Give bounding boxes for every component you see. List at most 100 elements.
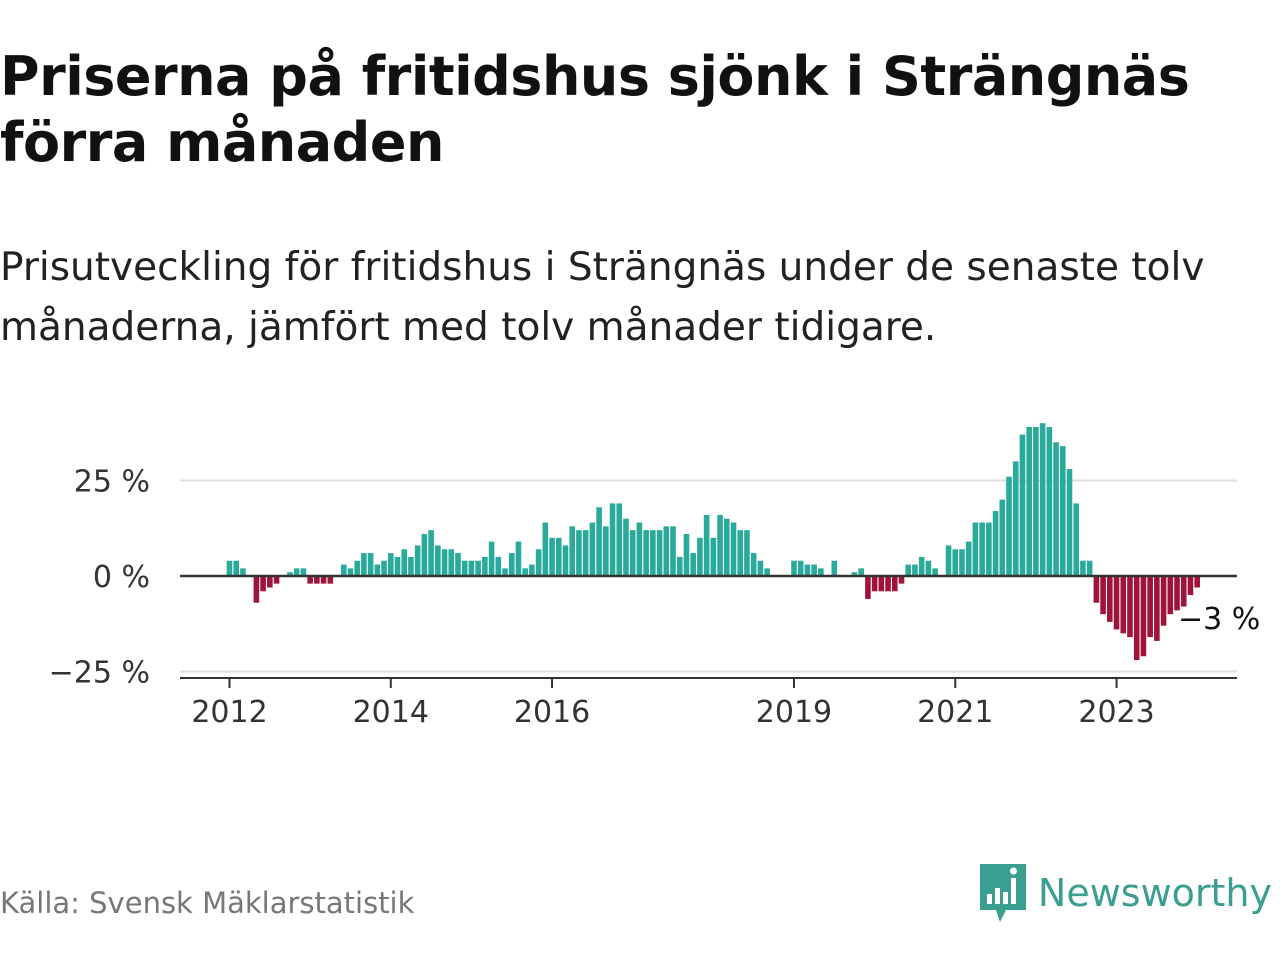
bar — [374, 564, 381, 576]
bar — [945, 545, 952, 576]
x-tick-label: 2012 — [191, 695, 267, 730]
bar — [878, 576, 885, 592]
bar — [529, 564, 535, 576]
bar — [1147, 576, 1153, 638]
bar — [569, 526, 576, 576]
bar — [340, 564, 347, 576]
bar — [851, 572, 858, 576]
bar — [656, 530, 663, 576]
bar — [952, 549, 959, 576]
brand-logo[interactable]: Newsworthy — [978, 862, 1272, 924]
bar — [1086, 560, 1093, 576]
bar — [233, 560, 240, 576]
bar — [1073, 503, 1080, 576]
bar — [307, 576, 313, 584]
bar — [737, 530, 744, 576]
bar — [710, 537, 717, 576]
bar — [455, 553, 461, 576]
bar — [1046, 427, 1053, 576]
x-tick-label: 2019 — [756, 695, 832, 730]
bar — [858, 568, 864, 576]
bar — [703, 514, 710, 576]
bar — [1174, 576, 1180, 611]
bar — [683, 533, 690, 576]
bar — [461, 560, 468, 576]
bar — [327, 576, 334, 584]
bar — [482, 556, 488, 576]
x-tick-label: 2023 — [1078, 695, 1154, 730]
source-note: Källa: Svensk Mäklarstatistik — [0, 886, 415, 920]
bar — [797, 560, 804, 576]
bar — [428, 530, 434, 576]
bar — [475, 560, 481, 576]
bar — [1053, 442, 1059, 576]
bar — [562, 545, 569, 576]
brand-name: Newsworthy — [1037, 871, 1272, 915]
bar — [421, 533, 428, 576]
bar — [361, 553, 367, 576]
bar — [603, 526, 609, 576]
bar — [314, 576, 320, 584]
y-tick-label: 25 % — [74, 465, 150, 500]
bar — [488, 541, 495, 576]
bar — [791, 560, 797, 576]
bar — [690, 553, 696, 576]
bar — [1194, 576, 1200, 588]
bar — [757, 560, 764, 576]
bar — [1133, 576, 1140, 661]
bar — [885, 576, 891, 592]
bar — [925, 560, 932, 576]
bar — [240, 568, 246, 576]
bar — [871, 576, 878, 592]
bar — [300, 568, 307, 576]
chart-area: 25 % 0 % −25 % 2012 2014 2016 2019 2021 2023 −3 % — [0, 395, 1280, 775]
bar — [865, 576, 871, 599]
bar — [831, 560, 838, 576]
bar — [576, 530, 582, 576]
y-tick-label: −25 % — [49, 656, 150, 691]
bar — [1039, 423, 1046, 576]
bar — [965, 541, 972, 576]
bar — [1066, 469, 1073, 576]
bar — [1187, 576, 1194, 596]
x-tick-label: 2021 — [917, 695, 993, 730]
bar — [414, 545, 421, 576]
bar — [992, 511, 999, 576]
bar — [912, 564, 918, 576]
bar — [1100, 576, 1106, 615]
bar — [394, 556, 401, 576]
bar — [676, 556, 683, 576]
bar — [1093, 576, 1100, 603]
bar — [616, 503, 623, 576]
bar — [293, 568, 300, 576]
bar — [979, 522, 985, 576]
bar — [267, 576, 273, 588]
bar — [1120, 576, 1127, 634]
bar — [448, 549, 455, 576]
x-tick-label: 2014 — [353, 695, 429, 730]
bar — [670, 526, 676, 576]
bar — [723, 518, 730, 576]
bar — [629, 530, 636, 576]
bar — [381, 560, 387, 576]
bar — [818, 568, 824, 576]
bar — [522, 568, 528, 576]
bar — [891, 576, 898, 592]
newsworthy-logo-icon — [979, 864, 1026, 922]
chart-title: Priserna på fritidshus sjönk i Strängnäs… — [0, 45, 1190, 174]
bar — [535, 549, 542, 576]
bar — [435, 545, 441, 576]
bar — [387, 553, 394, 576]
bar — [441, 549, 448, 576]
bar — [1180, 576, 1187, 607]
bar — [287, 572, 293, 576]
bar — [367, 553, 374, 576]
bar — [1059, 446, 1066, 576]
bar — [730, 522, 737, 576]
bar — [959, 549, 965, 576]
bar — [354, 560, 360, 576]
bar — [1012, 461, 1019, 576]
x-tick-label: 2016 — [514, 695, 590, 730]
bar — [502, 568, 508, 576]
bar — [1113, 576, 1120, 630]
